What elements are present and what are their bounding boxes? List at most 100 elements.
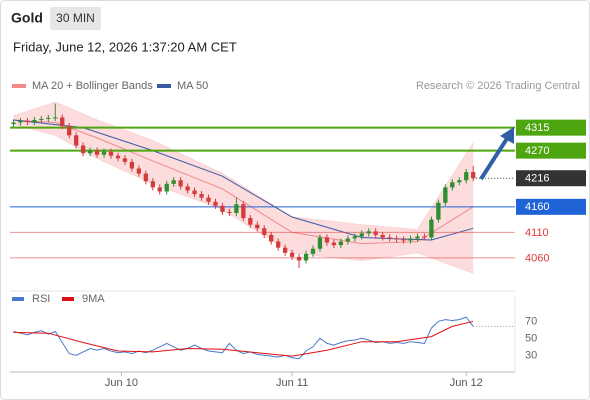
interval-button[interactable]: [50, 7, 101, 30]
forecast-arrow-head: [500, 127, 514, 144]
candle-body: [303, 253, 309, 261]
bollinger-band: [13, 102, 474, 274]
x-tick-label: Jun 12: [450, 377, 483, 389]
symbol: Gold: [11, 10, 43, 26]
candle-body: [11, 122, 16, 125]
rsi-line: [13, 316, 474, 360]
candle-body: [352, 236, 357, 239]
y-tick-label: 50: [525, 333, 537, 345]
candle-body: [53, 117, 58, 119]
candle-body: [101, 151, 107, 155]
legend-swatch: [157, 84, 171, 88]
candle-body: [380, 234, 385, 238]
candle-body: [74, 135, 79, 146]
candle-body: [331, 242, 337, 246]
x-tick-label: Jun 11: [276, 377, 308, 389]
level-label-box: [516, 142, 586, 159]
level-label: 4216: [525, 173, 549, 185]
level-label-box: [516, 198, 586, 215]
candle-body: [87, 150, 93, 154]
moving-average: [13, 119, 474, 241]
level-label-box: [516, 170, 586, 187]
candle-body: [157, 187, 162, 192]
legend-swatch: [12, 297, 24, 301]
candle-body: [282, 247, 288, 253]
legend-label: MA 50: [177, 80, 208, 92]
forecast-arrow: [479, 135, 510, 181]
candle-body: [171, 180, 176, 184]
candle-body: [338, 241, 344, 246]
candle-body: [373, 231, 378, 235]
candle-body: [345, 238, 350, 242]
candle-body: [436, 202, 441, 220]
legend-swatch: [12, 84, 26, 88]
candle-body: [289, 252, 295, 257]
candle-body: [143, 173, 148, 182]
x-tick-label: Jun 10: [105, 377, 138, 389]
candle-body: [241, 204, 246, 219]
candle-body: [39, 118, 44, 120]
candle-body: [60, 117, 65, 127]
candle-body: [178, 180, 183, 187]
timestamp: Friday, June 12, 2026 1:37:20 AM CET: [13, 39, 237, 54]
candle-body: [324, 237, 330, 243]
legend-label: MA 20 + Bollinger Bands: [32, 80, 153, 92]
candle-body: [25, 121, 30, 123]
candle-body: [164, 183, 169, 192]
candle-body: [429, 219, 434, 238]
rsi-line: [13, 320, 474, 357]
credit: Research © 2026 Trading Central: [416, 80, 580, 92]
candle-body: [262, 228, 267, 235]
candle-body: [269, 234, 274, 242]
candle-body: [366, 231, 371, 234]
candle-body: [359, 233, 364, 237]
candle-body: [199, 194, 204, 198]
candle-body: [387, 237, 392, 239]
candle-body: [457, 180, 462, 183]
candle-body: [67, 126, 72, 136]
candle-body: [296, 256, 302, 261]
level-label-box: [516, 119, 586, 136]
level-label: 4060: [525, 252, 549, 264]
candle-body: [136, 168, 142, 174]
legend-label: 9MA: [82, 293, 105, 305]
level-label: 4110: [525, 227, 549, 239]
candle-body: [394, 238, 399, 240]
candle-body: [248, 218, 253, 225]
candle-body: [206, 197, 211, 202]
candle-body: [220, 205, 225, 212]
candle-body: [122, 158, 128, 162]
candle-body: [115, 155, 121, 159]
candle-body: [108, 151, 114, 156]
candle-body: [464, 172, 469, 181]
candle-body: [255, 224, 260, 229]
candle-body: [80, 145, 86, 154]
candle-body: [415, 236, 420, 239]
candle-body: [18, 121, 23, 123]
bollinger-upper: [13, 101, 474, 231]
legend-swatch: [62, 297, 74, 301]
candle-body: [276, 241, 281, 248]
interval-label[interactable]: 30 MIN: [56, 11, 95, 25]
candle-body: [450, 182, 455, 188]
candle-body: [185, 186, 190, 191]
level-label: 4160: [525, 201, 549, 213]
y-tick-label: 70: [525, 316, 537, 328]
candle-body: [310, 248, 316, 254]
candle-body: [234, 204, 239, 213]
candle-body: [150, 181, 155, 188]
legend-label: RSI: [32, 293, 50, 305]
candle-body: [408, 238, 413, 241]
candle-body: [422, 236, 427, 238]
candle-body: [46, 117, 51, 119]
level-label: 4315: [525, 122, 549, 134]
y-tick-label: 30: [525, 350, 537, 362]
candle-body: [401, 239, 406, 241]
candle-body: [443, 187, 448, 203]
candle-body: [317, 237, 323, 249]
candle-body: [129, 161, 135, 169]
candle-body: [94, 150, 100, 155]
candle-body: [227, 211, 232, 213]
